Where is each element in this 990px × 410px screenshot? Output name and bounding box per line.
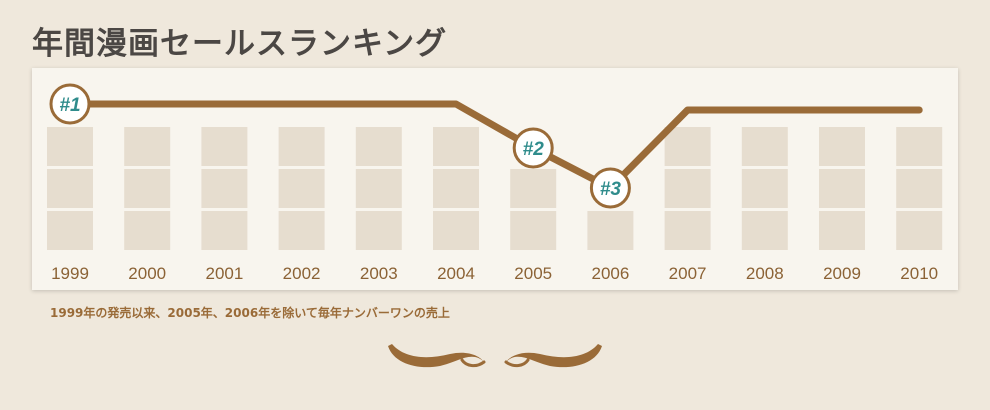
rank-block-2007-1 bbox=[664, 211, 711, 250]
x-tick-2004: 2004 bbox=[437, 264, 475, 283]
rank-block-2005-2 bbox=[510, 169, 557, 208]
x-tick-2007: 2007 bbox=[669, 264, 707, 283]
rank-block-2007-3 bbox=[664, 127, 711, 166]
rank-badge-2005: #2 bbox=[512, 127, 554, 169]
rank-block-2004-3 bbox=[433, 127, 479, 166]
rank-line-layer bbox=[66, 100, 923, 192]
x-axis-ticks: 1999 2000 2001 2002 2003 2004 2005 2006 2007 2008… bbox=[51, 264, 938, 283]
x-tick-2001: 2001 bbox=[205, 264, 243, 283]
rank-block-2009-1 bbox=[819, 211, 865, 250]
rank-block-1999-2 bbox=[47, 169, 93, 208]
rank-badge-circle bbox=[49, 83, 91, 125]
rank-block-2002-1 bbox=[278, 211, 325, 250]
x-tick-2009: 2009 bbox=[823, 264, 861, 283]
rank-badge-label: #2 bbox=[523, 139, 545, 160]
x-tick-2005: 2005 bbox=[514, 264, 552, 283]
rank-badge-circle bbox=[589, 167, 631, 209]
rank-badges: #1 #2 #3 bbox=[49, 83, 631, 209]
rank-badge-circle bbox=[512, 127, 554, 169]
rank-block-2008-3 bbox=[741, 127, 788, 166]
page-title: 年間漫画セールスランキング bbox=[32, 26, 448, 62]
rank-badge-label: #3 bbox=[600, 179, 622, 200]
rank-block-2000-2 bbox=[124, 169, 171, 208]
x-tick-2008: 2008 bbox=[746, 264, 784, 283]
rank-block-1999-1 bbox=[47, 211, 93, 250]
rank-block-2002-3 bbox=[278, 127, 325, 166]
rank-badge-label: #1 bbox=[59, 95, 80, 116]
rank-block-2004-2 bbox=[433, 169, 479, 208]
x-tick-1999: 1999 bbox=[51, 264, 89, 283]
rank-block-2001-2 bbox=[201, 169, 248, 208]
rank-block-2010-1 bbox=[896, 211, 943, 250]
rank-blocks bbox=[47, 127, 943, 250]
rank-block-2001-3 bbox=[201, 127, 248, 166]
rank-block-2008-2 bbox=[741, 169, 788, 208]
x-tick-2002: 2002 bbox=[283, 264, 321, 283]
rank-block-2008-1 bbox=[741, 211, 788, 250]
x-tick-2006: 2006 bbox=[591, 264, 629, 283]
rank-block-2000-1 bbox=[124, 211, 171, 250]
rank-block-2010-2 bbox=[896, 169, 943, 208]
rank-block-2005-1 bbox=[510, 211, 557, 250]
rank-block-2001-1 bbox=[201, 211, 248, 250]
rank-block-2007-2 bbox=[664, 169, 711, 208]
rank-block-2002-2 bbox=[278, 169, 325, 208]
rank-badge-1999: #1 bbox=[49, 83, 91, 125]
rank-block-2009-2 bbox=[819, 169, 865, 208]
rank-block-2010-3 bbox=[896, 127, 943, 166]
rank-block-2004-1 bbox=[433, 211, 479, 250]
rank-block-2009-3 bbox=[819, 127, 865, 166]
rank-line bbox=[66, 100, 923, 192]
decorative-ornament bbox=[388, 344, 602, 368]
chart-caption: 1999年の発売以来、2005年、2006年を除いて毎年ナンバーワンの売上 bbox=[50, 306, 450, 320]
rank-block-2000-3 bbox=[124, 127, 171, 166]
rank-badge-2006: #3 bbox=[589, 167, 631, 209]
rank-block-2003-3 bbox=[355, 127, 402, 166]
rank-block-2003-1 bbox=[355, 211, 402, 250]
ranking-chart: #1 #2 #3 1999 2000 2001 2002 2003 2004 2005 2006 2… bbox=[47, 83, 943, 283]
rank-block-2003-2 bbox=[355, 169, 402, 208]
chart-panel: #1 #2 #3 1999 2000 2001 2002 2003 2004 2005 2006 2… bbox=[32, 68, 958, 290]
rank-block-2006-1 bbox=[587, 211, 634, 250]
x-tick-2010: 2010 bbox=[900, 264, 938, 283]
rank-block-1999-3 bbox=[47, 127, 93, 166]
x-tick-2003: 2003 bbox=[360, 264, 398, 283]
x-tick-2000: 2000 bbox=[128, 264, 166, 283]
